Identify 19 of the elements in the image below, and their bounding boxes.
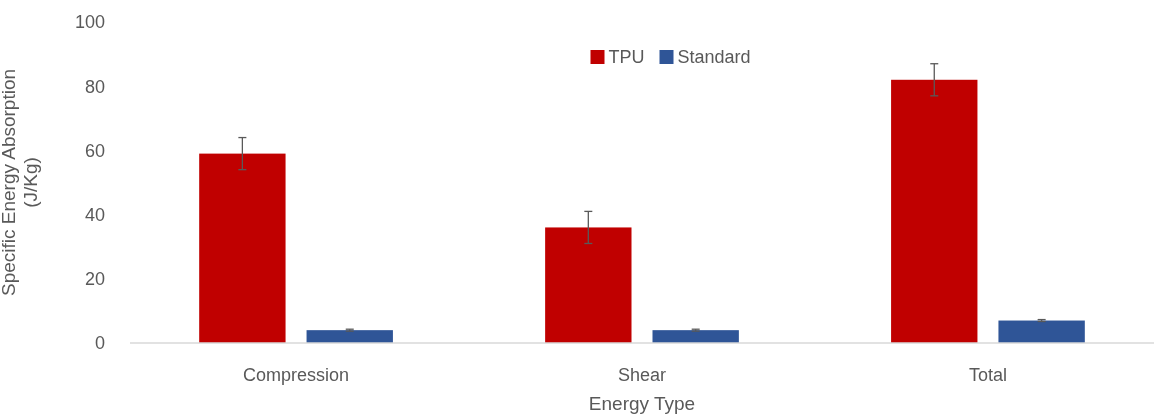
- x-tick-label: Compression: [243, 365, 350, 385]
- y-tick-label: 80: [84, 76, 105, 97]
- x-axis-title: Energy Type: [588, 393, 696, 414]
- bar: [306, 330, 393, 343]
- y-tick-label: 0: [94, 333, 105, 354]
- bar: [998, 320, 1085, 343]
- bar: [652, 330, 739, 343]
- y-tick-label: 60: [84, 140, 105, 161]
- x-tick-label: Shear: [617, 365, 667, 385]
- bar: [891, 79, 978, 343]
- bar: [199, 153, 286, 343]
- y-tick-label: 40: [84, 204, 105, 225]
- y-tick-label: 20: [84, 269, 105, 290]
- y-tick-label: 100: [74, 12, 105, 33]
- y-axis-title: Specific Energy Absorption (J/Kg): [0, 68, 42, 297]
- x-tick-label: Total: [968, 365, 1007, 385]
- bar: [545, 227, 632, 343]
- legend-label: Standard: [677, 47, 751, 68]
- legend-label: TPU: [608, 47, 645, 68]
